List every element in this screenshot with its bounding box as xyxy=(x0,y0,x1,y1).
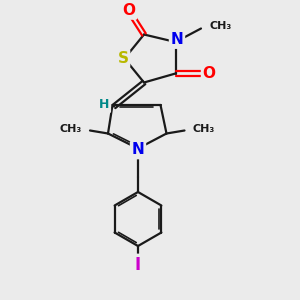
Text: S: S xyxy=(118,51,128,66)
Text: N: N xyxy=(171,32,183,47)
Text: O: O xyxy=(202,66,216,81)
Text: CH₃: CH₃ xyxy=(59,124,82,134)
Text: CH₃: CH₃ xyxy=(209,21,232,31)
Text: CH₃: CH₃ xyxy=(193,124,215,134)
Text: H: H xyxy=(99,98,110,112)
Text: O: O xyxy=(122,3,136,18)
Text: I: I xyxy=(135,256,141,274)
Text: N: N xyxy=(132,142,144,158)
